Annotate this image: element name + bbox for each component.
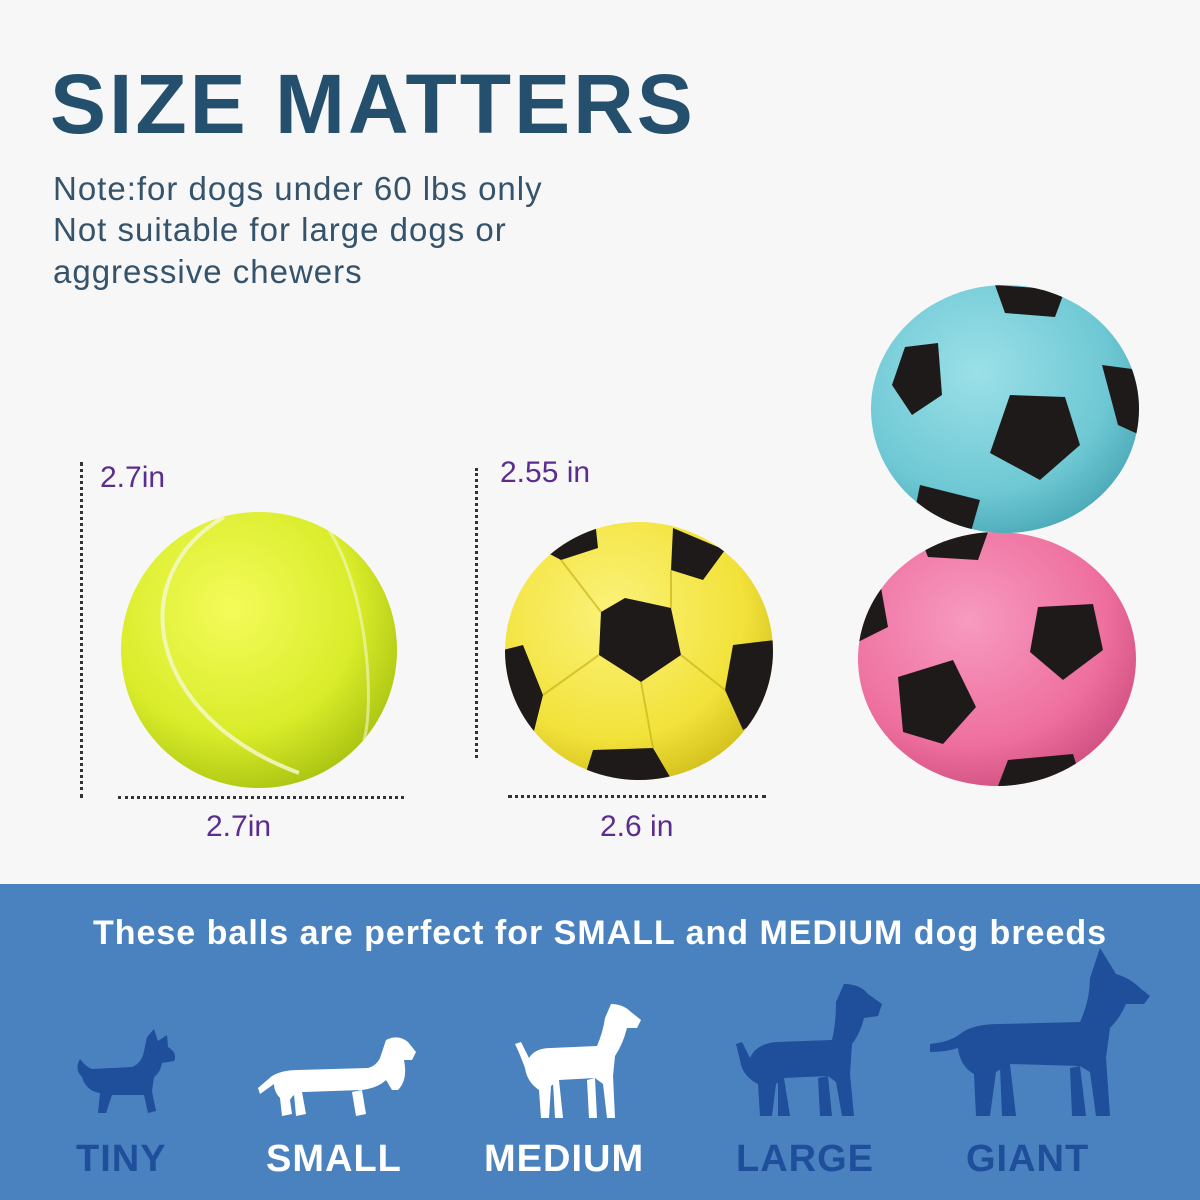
breed-label-large: LARGE [736,1138,874,1180]
tennis-width-guide [118,796,404,799]
note-line-2: Not suitable for large dogs or [53,211,507,248]
soccer-width-guide [508,795,766,798]
soccer-height-guide [475,468,478,758]
giant-dog-icon [930,948,1150,1116]
banner-tagline: These balls are perfect for SMALL and ME… [92,914,1108,952]
soccer-ball-icon [505,522,773,780]
breed-label-giant: GIANT [966,1138,1090,1180]
tiny-dog-icon [77,1029,176,1113]
tennis-ball-icon [121,512,397,788]
tennis-width-label: 2.7in [206,810,272,843]
soccer-height-label: 2.55 in [500,456,591,489]
page-title: SIZE MATTERS [50,57,696,151]
breed-label-small: SMALL [266,1138,402,1180]
breed-label-tiny: TINY [76,1138,167,1180]
soccer-width-label: 2.6 in [600,810,674,843]
breed-size-banner: These balls are perfect for SMALL and ME… [0,884,1200,1200]
medium-dog-icon [515,1004,641,1118]
note-line-1: Note:for dogs under 60 lbs only [53,170,543,207]
note-line-3: aggressive chewers [53,253,363,290]
large-dog-icon [736,984,882,1116]
breed-label-medium: MEDIUM [484,1138,645,1180]
tennis-height-label: 2.7in [100,461,166,494]
dachshund-icon [258,1037,416,1116]
product-size-section: SIZE MATTERS Note:for dogs under 60 lbs … [50,57,1139,843]
blue-soccer-ball-icon [871,285,1139,533]
tennis-height-guide [80,462,83,798]
pink-soccer-ball-icon [858,532,1136,786]
